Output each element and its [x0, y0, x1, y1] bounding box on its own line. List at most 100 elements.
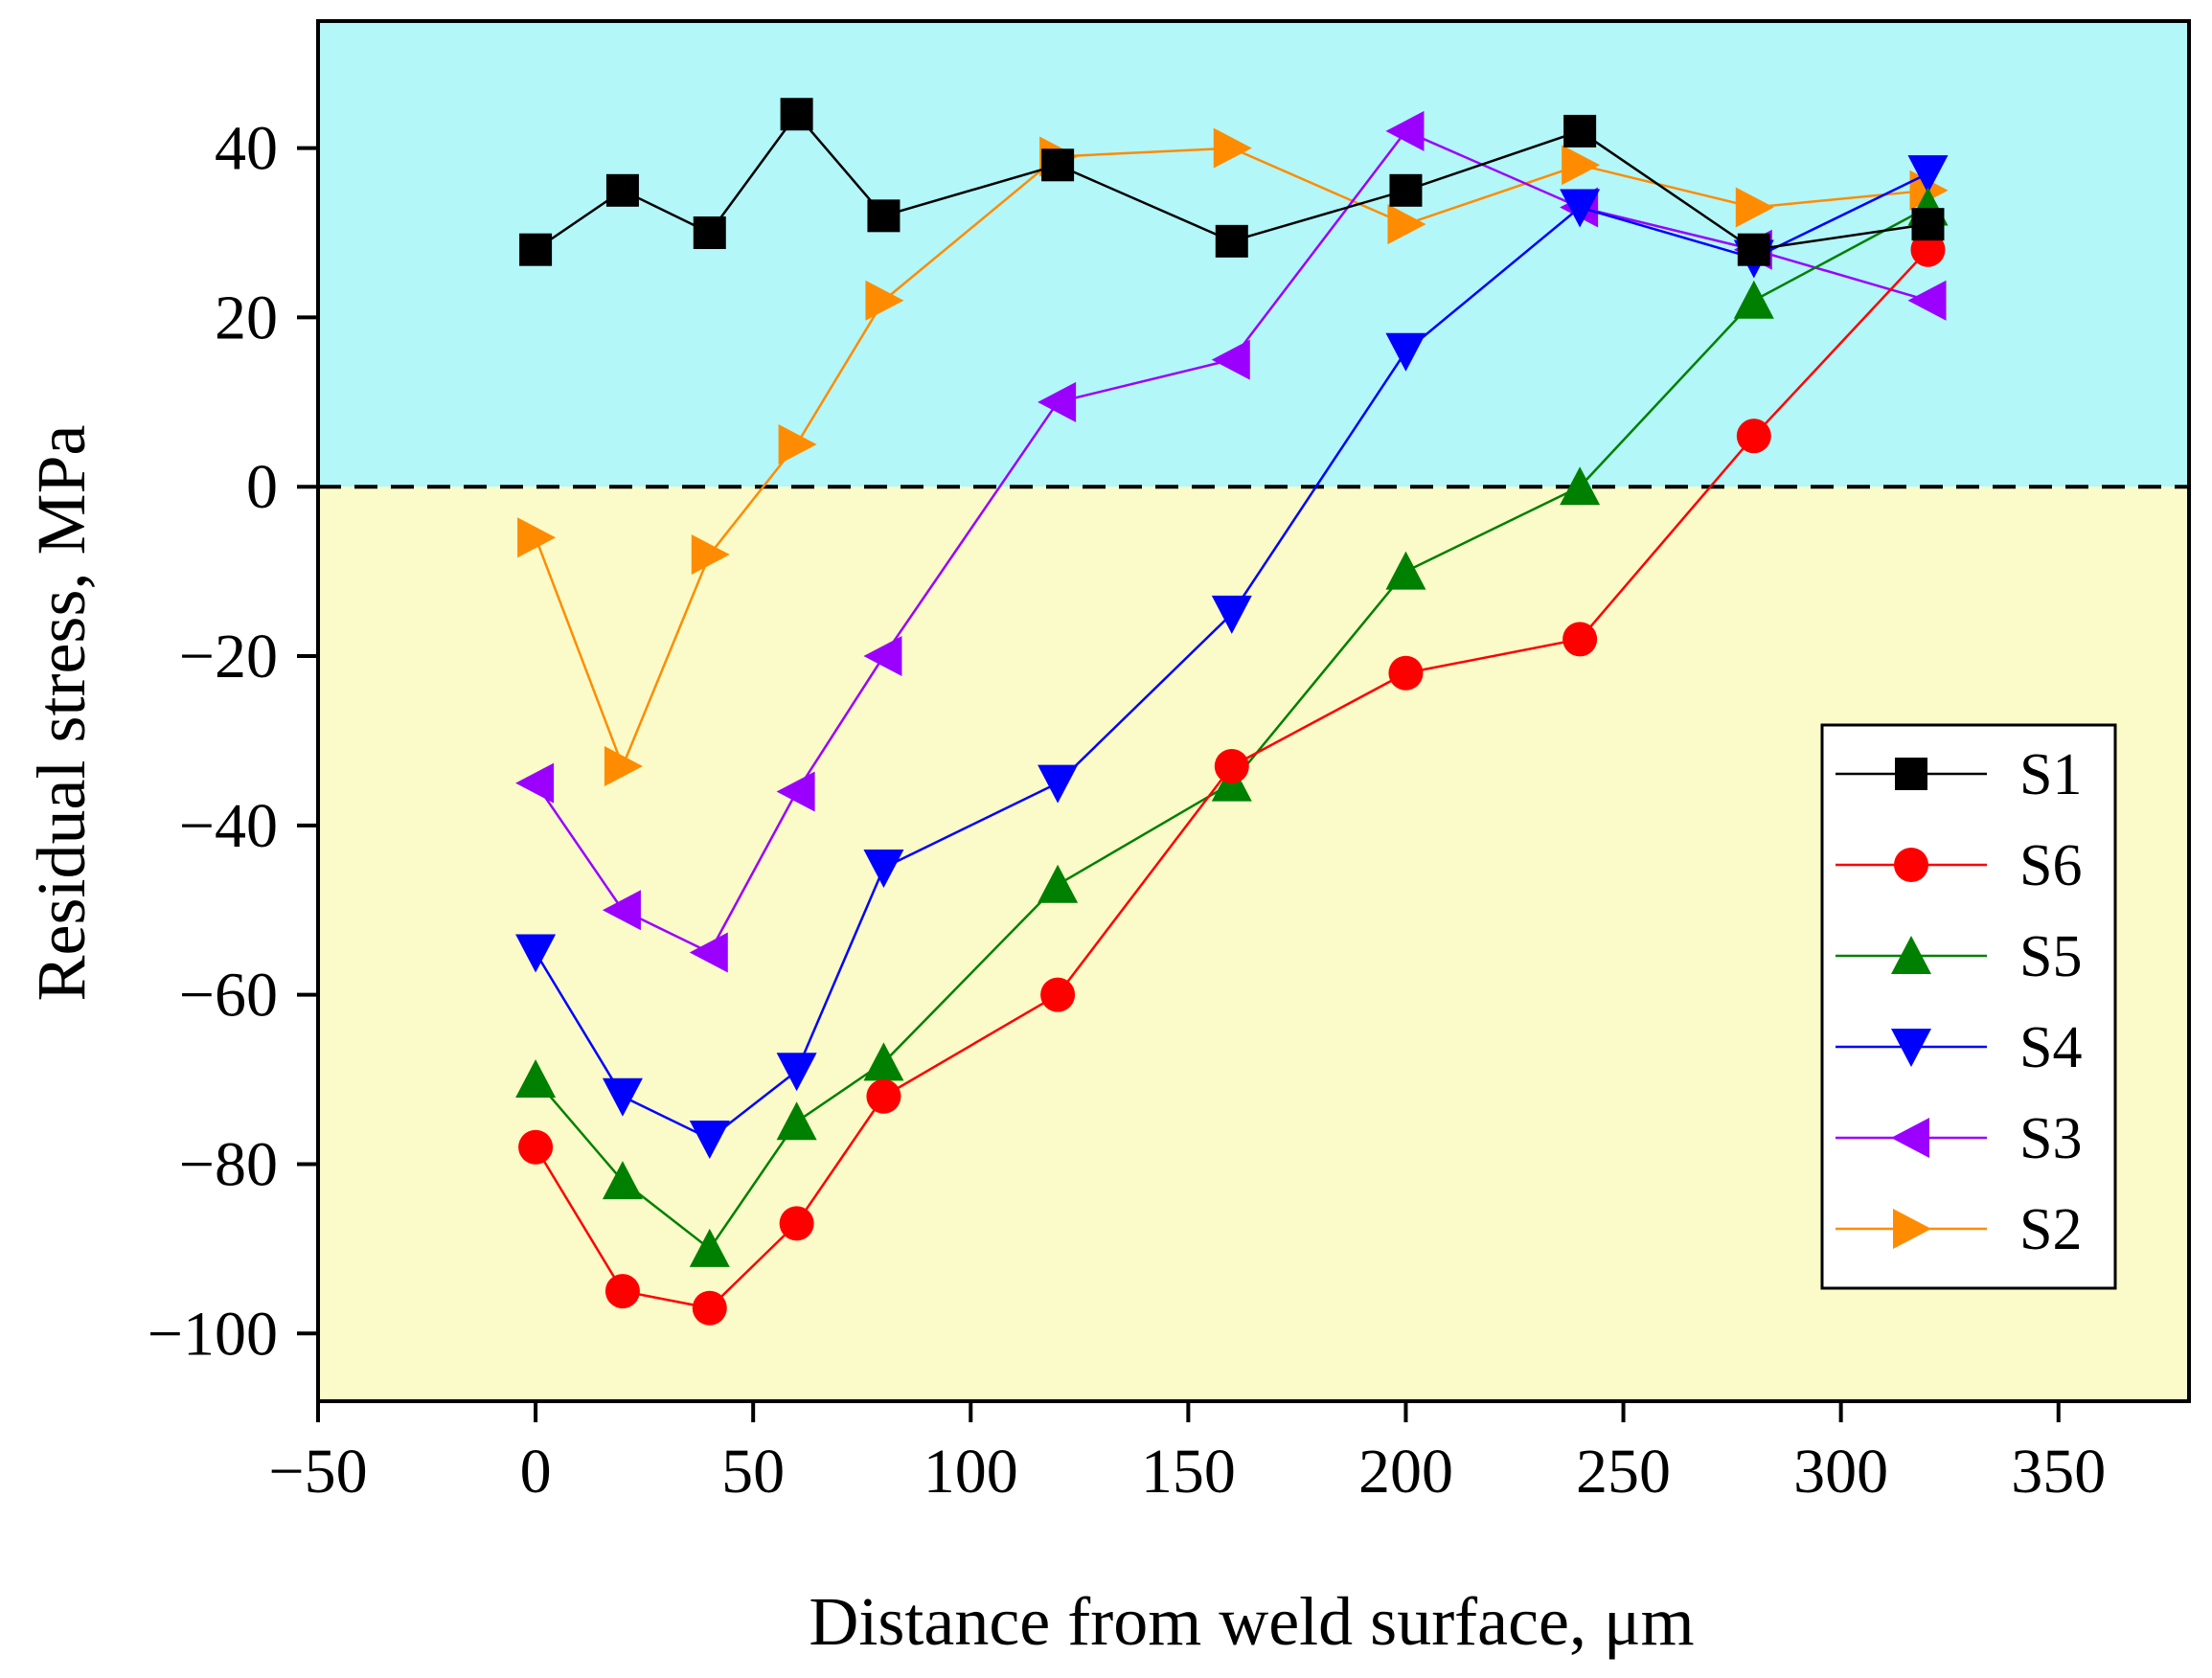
x-tick-label: 300 — [1793, 1437, 1888, 1507]
series-layer — [515, 98, 1949, 1326]
y-tick-label: −60 — [179, 961, 278, 1031]
plot-frame — [316, 19, 2191, 1403]
data-point-s5 — [689, 1228, 730, 1267]
data-point-s2 — [865, 280, 904, 321]
series-s1 — [519, 98, 1945, 266]
series-s3 — [515, 110, 1947, 973]
data-point-s2 — [1387, 204, 1426, 245]
data-point-s4 — [515, 934, 557, 973]
data-point-s6 — [518, 1129, 554, 1165]
data-point-s2 — [1562, 145, 1601, 186]
data-point-s2 — [778, 424, 817, 465]
data-point-s6 — [1214, 748, 1249, 783]
data-point-s5 — [1385, 551, 1426, 590]
legend-marker — [1894, 848, 1928, 882]
legend-label: S2 — [2019, 1197, 2082, 1262]
data-point-s5 — [515, 1059, 557, 1099]
x-tick-label: 100 — [924, 1437, 1018, 1507]
data-point-s1 — [867, 199, 901, 233]
data-point-s3 — [515, 762, 555, 804]
y-tick-label: −20 — [179, 622, 278, 692]
legend-label: S4 — [2019, 1015, 2082, 1080]
data-point-s4 — [776, 1053, 817, 1092]
data-point-s1 — [1041, 148, 1075, 182]
data-point-s6 — [1562, 622, 1598, 657]
x-tick-label: 150 — [1141, 1437, 1236, 1507]
data-point-s3 — [776, 771, 815, 812]
legend-box — [1820, 723, 2117, 1290]
legend-item-s1: S1 — [1836, 742, 2082, 807]
y-tick-label: −100 — [148, 1299, 278, 1369]
y-tick-label: −80 — [179, 1129, 278, 1199]
x-tick-label: 50 — [721, 1437, 785, 1507]
data-point-s2 — [604, 745, 643, 786]
y-axis: −100 −80 −60 −40 −20 0 20 40 — [148, 114, 318, 1369]
data-point-s1 — [1389, 173, 1423, 207]
data-point-s4 — [1907, 155, 1949, 194]
data-point-s4 — [1211, 595, 1252, 634]
data-point-s5 — [1560, 466, 1601, 506]
data-point-s6 — [1388, 655, 1424, 691]
series-s2 — [517, 127, 1949, 786]
y-tick-label: −40 — [179, 791, 278, 861]
data-point-s5 — [1733, 280, 1774, 319]
legend-label: S3 — [2019, 1106, 2082, 1171]
data-point-s2 — [1213, 127, 1252, 169]
y-tick-label: 0 — [246, 452, 278, 522]
legend-marker — [1895, 758, 1927, 790]
data-point-s6 — [1910, 232, 1946, 267]
data-point-s6 — [1736, 419, 1771, 454]
data-point-s3 — [1385, 110, 1425, 151]
data-point-s6 — [866, 1078, 901, 1114]
data-point-s4 — [1038, 764, 1079, 804]
data-point-s1 — [1911, 208, 1945, 241]
data-point-s2 — [1735, 187, 1774, 228]
y-tick-label: 20 — [215, 283, 278, 352]
legend-label: S5 — [2019, 924, 2082, 989]
series-s4 — [515, 155, 1949, 1159]
x-axis: −50 0 50 100 150 200 250 300 350 — [268, 1401, 2106, 1507]
x-tick-label: 200 — [1358, 1437, 1453, 1507]
data-point-s6 — [1040, 977, 1076, 1012]
data-point-s1 — [780, 98, 813, 131]
data-point-s1 — [693, 216, 726, 250]
data-point-s4 — [689, 1120, 730, 1159]
legend-item-s2: S2 — [1836, 1197, 2082, 1262]
data-point-s3 — [1907, 280, 1947, 321]
data-point-s6 — [604, 1274, 640, 1309]
tensile-region — [318, 21, 2189, 488]
data-point-s4 — [863, 850, 904, 889]
legend-item-s6: S6 — [1836, 833, 2082, 898]
x-tick-label: 250 — [1576, 1437, 1671, 1507]
data-point-s6 — [779, 1206, 814, 1241]
legend: S1 S6 S5 S4 S3 S2 — [1820, 723, 2117, 1290]
data-point-s1 — [605, 173, 639, 207]
legend-item-s3: S3 — [1836, 1106, 2082, 1171]
data-point-s6 — [692, 1290, 727, 1326]
data-point-s4 — [602, 1077, 643, 1117]
data-point-s1 — [1215, 224, 1248, 258]
data-point-s3 — [863, 636, 902, 677]
data-point-s5 — [1038, 864, 1079, 903]
data-point-s1 — [519, 233, 553, 266]
data-point-s2 — [517, 517, 557, 558]
data-point-s4 — [1560, 189, 1601, 228]
data-point-s5 — [863, 1042, 904, 1081]
data-point-s3 — [1038, 381, 1077, 422]
legend-item-s5: S5 — [1836, 924, 2082, 989]
legend-marker — [1893, 1209, 1931, 1249]
legend-marker — [1891, 936, 1931, 974]
data-point-s3 — [689, 932, 728, 973]
x-tick-label: 350 — [2011, 1437, 2106, 1507]
y-tick-label: 40 — [215, 114, 278, 184]
legend-label: S6 — [2019, 833, 2082, 898]
x-axis-title: Distance from weld surface, μm — [809, 1583, 1694, 1660]
data-point-s3 — [602, 890, 641, 931]
series-s6 — [518, 232, 1946, 1326]
data-point-s5 — [776, 1101, 817, 1141]
data-point-s4 — [1385, 332, 1426, 372]
legend-label: S1 — [2019, 742, 2082, 807]
data-point-s5 — [602, 1161, 643, 1200]
legend-marker — [1891, 1118, 1929, 1158]
